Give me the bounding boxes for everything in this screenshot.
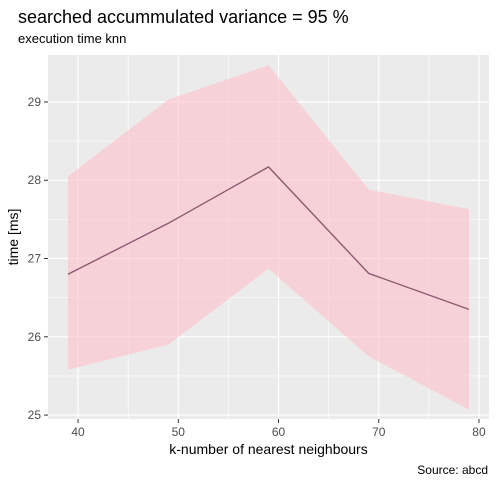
y-tick-label: 29 bbox=[28, 95, 42, 109]
x-tick-label: 40 bbox=[71, 425, 85, 439]
x-tick-label: 60 bbox=[272, 425, 286, 439]
y-axis-ticks: 25 26 27 28 29 bbox=[28, 95, 48, 422]
chart-subtitle: execution time knn bbox=[18, 31, 126, 46]
x-tick-label: 70 bbox=[372, 425, 386, 439]
y-tick-label: 26 bbox=[28, 330, 42, 344]
series-line bbox=[67, 166, 470, 311]
series-lines bbox=[67, 166, 470, 311]
chart-caption: Source: abcd bbox=[417, 463, 488, 477]
chart-title: searched accummulated variance = 95 % bbox=[18, 7, 349, 27]
y-tick-label: 27 bbox=[28, 252, 42, 266]
y-tick-label: 25 bbox=[28, 408, 42, 422]
y-tick-label: 28 bbox=[28, 173, 42, 187]
x-tick-label: 50 bbox=[172, 425, 186, 439]
x-axis-title: k-number of nearest neighbours bbox=[169, 441, 367, 457]
x-tick-label: 80 bbox=[472, 425, 486, 439]
x-axis-ticks: 40 50 60 70 80 bbox=[71, 419, 486, 439]
y-axis-title: time [ms] bbox=[5, 209, 21, 266]
confidence-bands bbox=[68, 65, 469, 410]
confidence-band bbox=[68, 65, 469, 410]
